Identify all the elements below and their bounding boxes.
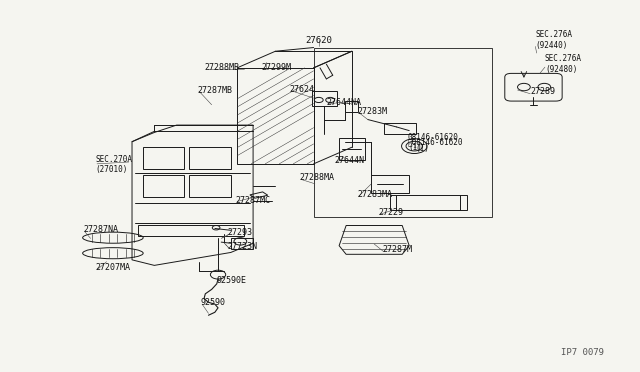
Text: 27287NA: 27287NA [83, 225, 118, 234]
Text: 27289: 27289 [531, 87, 556, 96]
Text: 倅08146-61620: 倅08146-61620 [408, 137, 463, 146]
Text: 27624: 27624 [289, 85, 314, 94]
Text: 27287MC: 27287MC [236, 196, 271, 205]
Bar [143, 147, 184, 169]
Text: 1: 1 [412, 144, 416, 150]
Text: SEC.276A
(92440): SEC.276A (92440) [536, 31, 572, 50]
Text: 27723N: 27723N [228, 242, 258, 251]
Bar [189, 147, 231, 169]
Text: 27287M: 27287M [383, 246, 412, 254]
Text: 92590E: 92590E [217, 276, 247, 285]
Text: 27288MA: 27288MA [300, 173, 335, 182]
Text: SEC.276A
(92480): SEC.276A (92480) [545, 54, 582, 74]
Text: 27644NA: 27644NA [326, 98, 362, 107]
Bar [237, 68, 314, 164]
Text: 27620: 27620 [305, 36, 332, 45]
Bar [312, 91, 337, 106]
Text: 27293: 27293 [228, 228, 253, 237]
Text: 27207MA: 27207MA [96, 263, 131, 272]
Text: (1): (1) [415, 144, 429, 153]
Text: 27283MA: 27283MA [357, 190, 392, 199]
Text: 27287MB: 27287MB [198, 86, 233, 94]
Text: 27288MB: 27288MB [204, 62, 239, 72]
Text: 27229: 27229 [378, 208, 403, 217]
Text: 27283M: 27283M [357, 106, 387, 116]
Bar [189, 175, 231, 197]
Bar [143, 175, 184, 197]
Text: IP7 0079: IP7 0079 [561, 347, 604, 357]
Text: 92590: 92590 [201, 298, 226, 307]
Bar [314, 48, 492, 217]
Text: 08146-61620
(1): 08146-61620 (1) [408, 133, 459, 152]
Text: 27299M: 27299M [261, 62, 291, 72]
Text: SEC.270A
(27010): SEC.270A (27010) [96, 155, 132, 174]
Text: 27644N: 27644N [335, 156, 365, 166]
